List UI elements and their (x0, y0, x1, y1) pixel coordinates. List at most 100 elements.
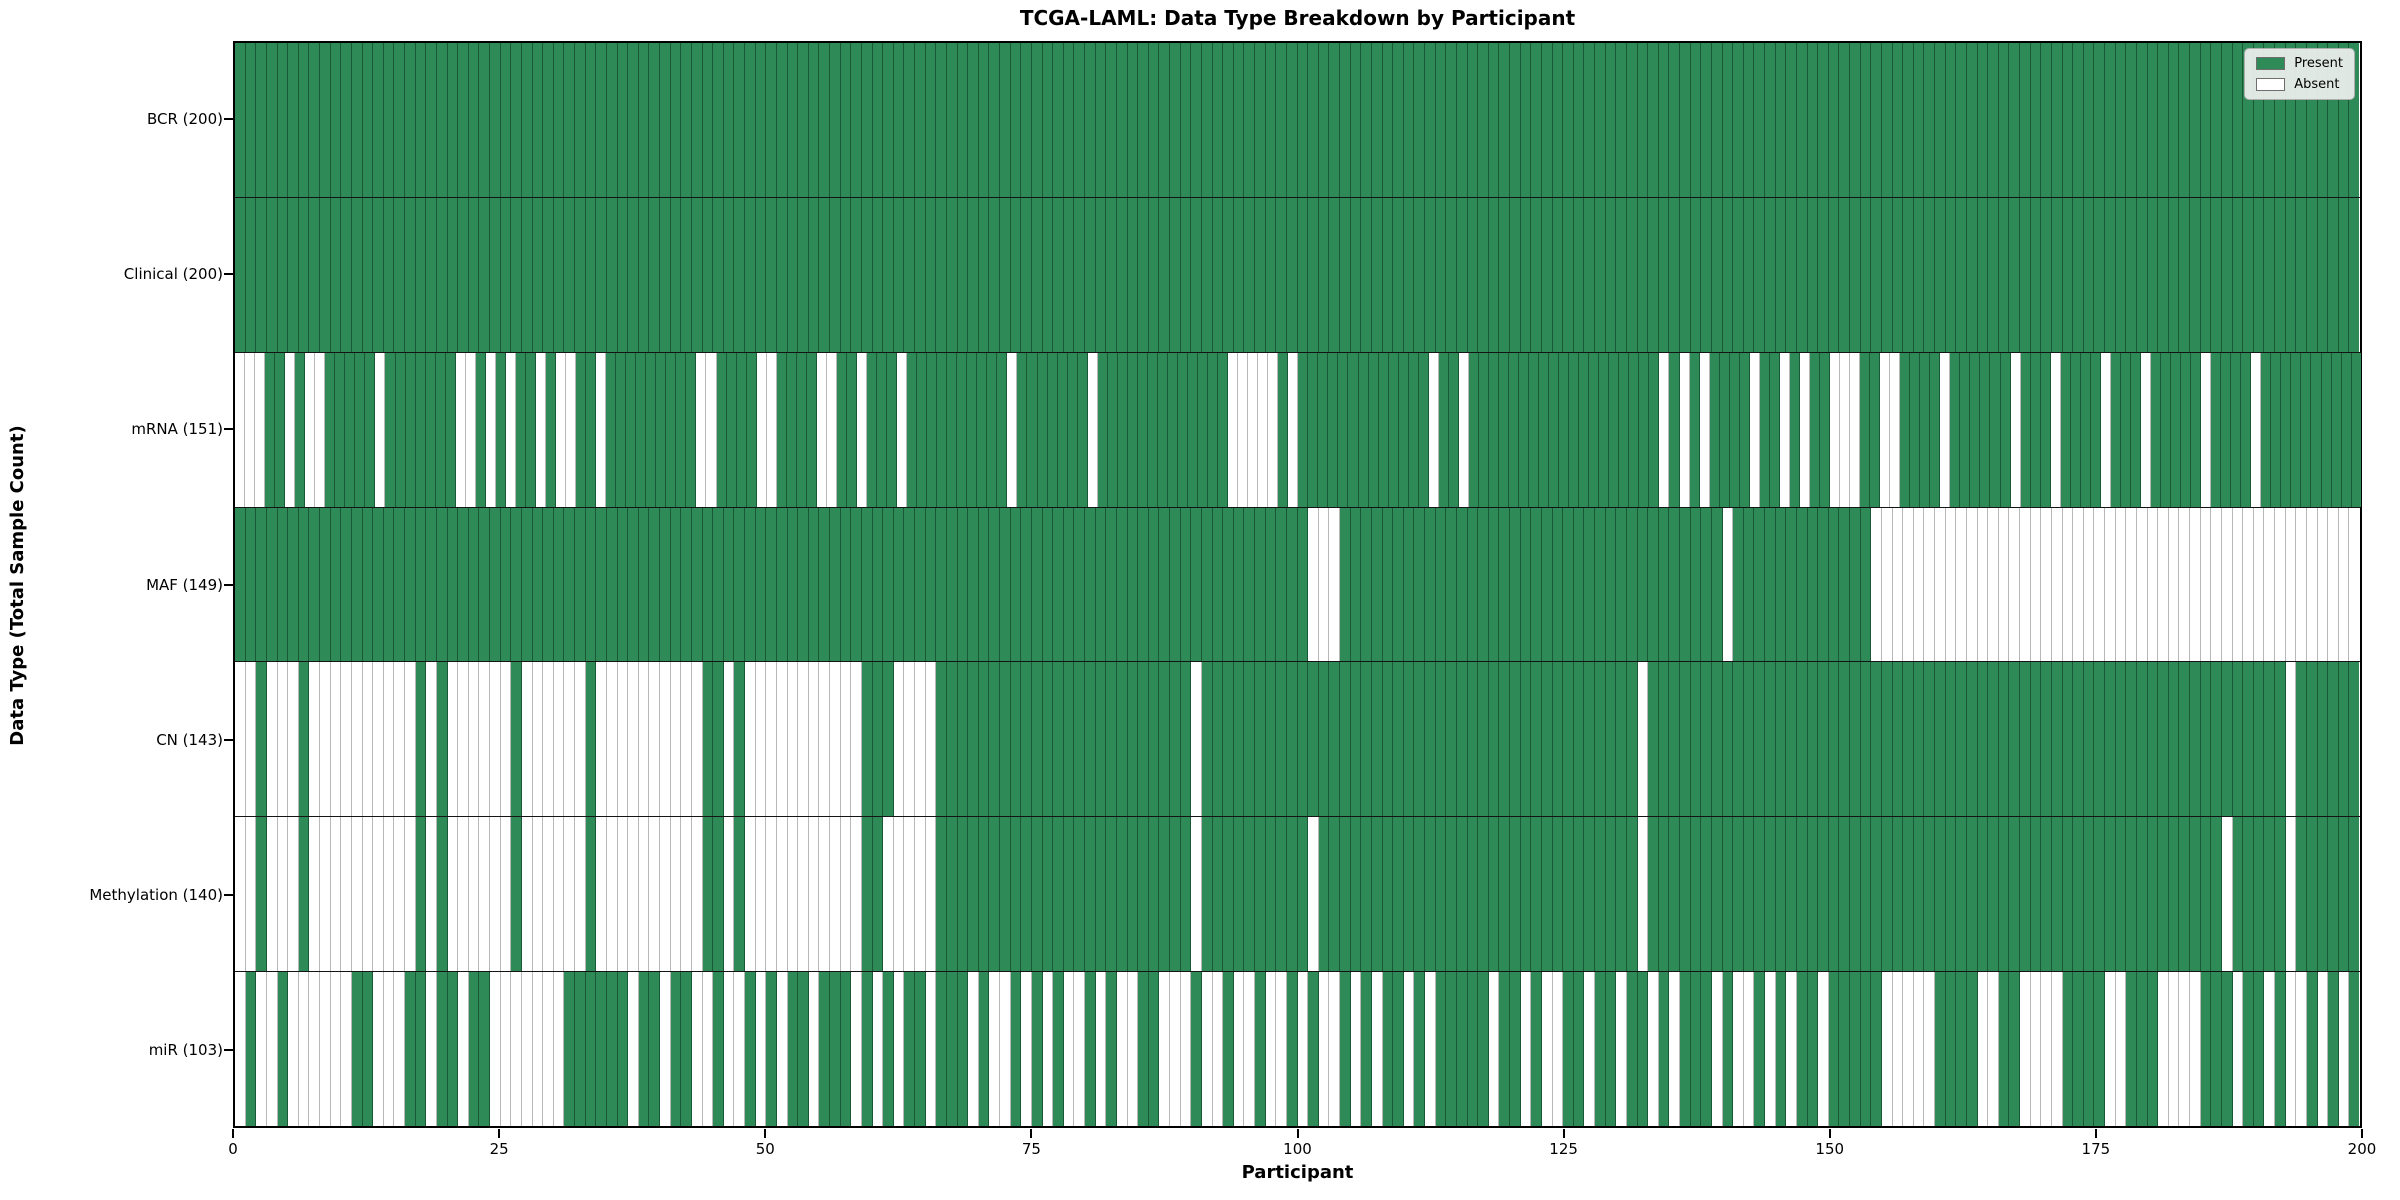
cell-absent (245, 352, 256, 507)
cell-present (1278, 352, 1289, 507)
cell-present (877, 352, 888, 507)
cell-present (1095, 507, 1107, 662)
cell-present (383, 43, 395, 197)
cell-present (1388, 352, 1399, 507)
cell-present (2115, 662, 2127, 817)
cell-present (1658, 972, 1670, 1127)
cell-present (256, 43, 267, 197)
cell-absent (543, 972, 554, 1127)
cell-present (1680, 972, 1691, 1127)
cell-present (978, 662, 990, 817)
y-tick-mark (224, 272, 233, 275)
cell-present (2317, 662, 2329, 817)
cell-present (235, 43, 246, 197)
cell-present (1297, 197, 1309, 352)
x-tick-label-200: 200 (2347, 1140, 2377, 1158)
cell-absent (1765, 972, 1776, 1127)
cell-present (585, 43, 597, 197)
cell-present (525, 352, 536, 507)
cell-present (1818, 662, 1829, 817)
cell-present (883, 43, 894, 197)
cell-present (1499, 817, 1510, 972)
cell-absent (2073, 507, 2084, 662)
cell-present (1970, 352, 1981, 507)
cell-absent (2306, 507, 2318, 662)
cell-present (1552, 817, 1564, 972)
cell-absent (2009, 507, 2020, 662)
cell-absent (1913, 972, 1925, 1127)
cell-absent (893, 817, 905, 972)
cell-present (1701, 817, 1712, 972)
cell-present (2083, 662, 2095, 817)
cell-present (2232, 43, 2244, 197)
cell-present (1297, 43, 1309, 197)
cell-present (1945, 662, 1957, 817)
cell-present (2094, 662, 2105, 817)
cell-present (2200, 662, 2212, 817)
cell-present (1286, 43, 1298, 197)
cell-present (1913, 662, 1925, 817)
cell-absent (521, 817, 533, 972)
cell-absent (383, 662, 395, 817)
cell-present (2115, 43, 2127, 197)
cell-present (256, 507, 267, 662)
cell-absent (1552, 972, 1564, 1127)
cell-absent (532, 817, 544, 972)
cell-present (1658, 817, 1670, 972)
cell-present (1191, 507, 1202, 662)
cell-present (806, 352, 817, 507)
cell-present (1988, 43, 1999, 197)
cell-absent (426, 817, 437, 972)
cell-present (907, 352, 918, 507)
cell-absent (330, 817, 342, 972)
cell-present (1584, 507, 1595, 662)
cell-absent (315, 352, 326, 507)
cell-present (2253, 662, 2265, 817)
cell-present (1127, 817, 1139, 972)
cell-present (1569, 352, 1580, 507)
cell-absent (1329, 507, 1340, 662)
cell-present (320, 43, 331, 197)
cell-present (415, 197, 427, 352)
cell-present (2030, 43, 2042, 197)
cell-present (2094, 817, 2105, 972)
cell-present (1042, 507, 1054, 662)
cell-present (1403, 507, 1415, 662)
cell-absent (2126, 507, 2137, 662)
cell-present (1042, 817, 1054, 972)
cell-present (245, 43, 257, 197)
cell-present (1361, 43, 1372, 197)
cell-present (2264, 197, 2275, 352)
cell-present (1649, 352, 1660, 507)
cell-absent (1722, 507, 1734, 662)
cell-present (2115, 817, 2127, 972)
cell-present (575, 507, 586, 662)
cell-present (617, 197, 629, 352)
cell-present (1828, 817, 1840, 972)
cell-present (1529, 352, 1540, 507)
cell-absent (330, 662, 342, 817)
cell-present (1021, 817, 1032, 972)
cell-absent (320, 817, 331, 972)
cell-present (2168, 197, 2180, 352)
cell-absent (628, 662, 639, 817)
cell-present (649, 43, 660, 197)
cell-present (1448, 352, 1459, 507)
cell-present (808, 507, 820, 662)
cell-absent (1818, 972, 1829, 1127)
cell-present (915, 43, 926, 197)
cell-present (1789, 352, 1800, 507)
cell-present (1850, 43, 1861, 197)
cell-present (479, 972, 490, 1127)
cell-present (978, 817, 990, 972)
cell-present (1456, 972, 1468, 1127)
cell-absent (1749, 352, 1760, 507)
cell-present (1807, 662, 1819, 817)
cell-present (968, 662, 979, 817)
cell-present (1729, 352, 1740, 507)
cell-present (2211, 197, 2222, 352)
cell-absent (1988, 507, 1999, 662)
cell-absent (373, 817, 384, 972)
cell-present (2062, 662, 2074, 817)
cell-present (1191, 197, 1202, 352)
